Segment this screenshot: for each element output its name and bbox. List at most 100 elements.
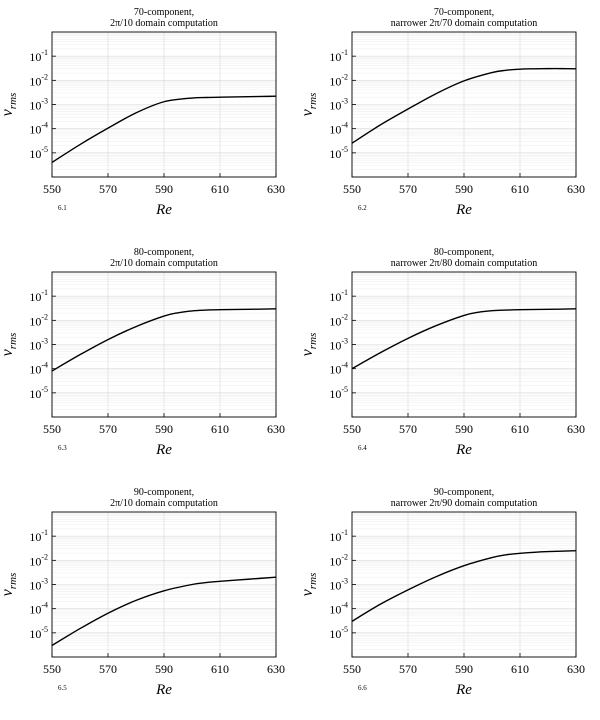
y-tick-exponent: -2 <box>341 552 348 561</box>
y-tick-base: 10 <box>329 603 341 617</box>
series-line <box>351 67 577 144</box>
y-tick-exponent: -2 <box>341 312 348 321</box>
x-tick-label: 570 <box>399 182 417 196</box>
chart-title-line2: 2π/10 domain computation <box>110 498 218 509</box>
x-tick-label: 630 <box>267 662 285 676</box>
chart-title-line2: narrower 2π/70 domain computation <box>391 18 537 29</box>
y-tick-label: 10-3 <box>29 577 48 593</box>
y-tick-exponent: -1 <box>341 528 348 537</box>
x-tick-label: 630 <box>267 182 285 196</box>
y-tick-label: 10-3 <box>29 97 48 113</box>
x-tick-label: 570 <box>399 422 417 436</box>
y-tick-label: 10-4 <box>29 601 48 617</box>
x-tick-label: 610 <box>211 662 229 676</box>
y-tick-base: 10 <box>29 554 41 568</box>
x-tick-label: 610 <box>511 182 529 196</box>
y-tick-base: 10 <box>29 339 41 353</box>
y-tick-base: 10 <box>329 530 341 544</box>
y-axis-label-main: v <box>299 348 316 356</box>
x-tick-label: 610 <box>211 422 229 436</box>
y-tick-base: 10 <box>329 363 341 377</box>
y-axis-label: vrms <box>299 93 319 117</box>
y-tick-exponent: -5 <box>341 625 348 634</box>
grid-lines <box>351 272 577 418</box>
y-tick-exponent: -1 <box>41 528 48 537</box>
y-tick-base: 10 <box>329 290 341 304</box>
y-tick-exponent: -4 <box>341 121 348 130</box>
x-tick-label: 550 <box>343 422 361 436</box>
y-tick-label: 10-2 <box>329 312 348 328</box>
y-axis-label: vrms <box>299 573 319 597</box>
chart-title-line2: 2π/10 domain computation <box>110 18 218 29</box>
y-tick-label: 10-4 <box>29 361 48 377</box>
panel-number: 6.1 <box>58 204 67 212</box>
chart-panel-4: 550 570 590 610 63010-510-410-310-210-180-co… <box>299 247 585 458</box>
y-tick-label: 10-2 <box>329 552 348 568</box>
x-tick-label: 570 <box>399 662 417 676</box>
y-tick-label: 10-3 <box>29 337 48 353</box>
y-axis-label: vrms <box>0 333 19 357</box>
y-tick-label: 10-4 <box>329 121 348 137</box>
chart-title-line1: 80-component, <box>134 247 194 258</box>
y-tick-label: 10-2 <box>29 72 48 88</box>
grid-lines <box>51 512 277 658</box>
x-axis-label: Re <box>455 682 472 698</box>
x-tick-label: 590 <box>455 182 473 196</box>
y-tick-label: 10-1 <box>29 288 48 304</box>
y-tick-label: 10-3 <box>329 97 348 113</box>
y-tick-label: 10-4 <box>29 121 48 137</box>
y-tick-exponent: -3 <box>341 337 348 346</box>
y-tick-label: 10-5 <box>29 145 48 161</box>
x-tick-label: 590 <box>155 182 173 196</box>
x-tick-label: 550 <box>343 662 361 676</box>
y-tick-base: 10 <box>329 123 341 137</box>
x-tick-label: 630 <box>567 422 585 436</box>
y-tick-base: 10 <box>329 579 341 593</box>
x-tick-label: 570 <box>99 182 117 196</box>
y-tick-label: 10-2 <box>29 552 48 568</box>
y-tick-label: 10-5 <box>329 145 348 161</box>
y-tick-base: 10 <box>329 339 341 353</box>
y-tick-base: 10 <box>329 554 341 568</box>
y-tick-label: 10-5 <box>329 625 348 641</box>
x-tick-label: 570 <box>99 662 117 676</box>
grid-lines <box>51 32 277 178</box>
y-tick-label: 10-2 <box>29 312 48 328</box>
y-tick-label: 10-4 <box>329 361 348 377</box>
y-tick-base: 10 <box>29 314 41 328</box>
y-tick-exponent: -4 <box>341 601 348 610</box>
panel-number: 6.5 <box>58 684 67 692</box>
chart-panel-2: 550 570 590 610 63010-510-410-310-210-170-co… <box>299 7 585 218</box>
x-axis-label: Re <box>455 202 472 218</box>
y-tick-exponent: -3 <box>41 577 48 586</box>
y-tick-base: 10 <box>329 50 341 64</box>
panel-number: 6.2 <box>358 204 367 212</box>
y-tick-label: 10-3 <box>329 577 348 593</box>
x-tick-label: 550 <box>43 182 61 196</box>
y-tick-exponent: -5 <box>341 385 348 394</box>
y-tick-exponent: -5 <box>41 145 48 154</box>
y-tick-exponent: -5 <box>41 385 48 394</box>
y-tick-label: 10-1 <box>329 288 348 304</box>
y-tick-exponent: -4 <box>41 361 48 370</box>
x-tick-label: 590 <box>455 422 473 436</box>
chart-panel-6: 550 570 590 610 63010-510-410-310-210-190-co… <box>299 487 585 698</box>
panel-number: 6.3 <box>58 444 67 452</box>
y-tick-exponent: -4 <box>41 601 48 610</box>
series-line <box>51 95 277 164</box>
y-tick-label: 10-1 <box>29 48 48 64</box>
y-axis-label-subscript: rms <box>7 573 19 590</box>
y-tick-exponent: -1 <box>341 48 348 57</box>
y-tick-exponent: -2 <box>41 312 48 321</box>
y-axis-label-subscript: rms <box>307 573 319 590</box>
x-tick-label: 610 <box>511 422 529 436</box>
y-tick-base: 10 <box>29 50 41 64</box>
y-tick-base: 10 <box>29 387 41 401</box>
x-tick-label: 630 <box>567 662 585 676</box>
y-tick-base: 10 <box>329 387 341 401</box>
y-axis-label: vrms <box>299 333 319 357</box>
y-axis-label: vrms <box>0 573 19 597</box>
y-tick-base: 10 <box>29 74 41 88</box>
y-tick-exponent: -4 <box>341 361 348 370</box>
